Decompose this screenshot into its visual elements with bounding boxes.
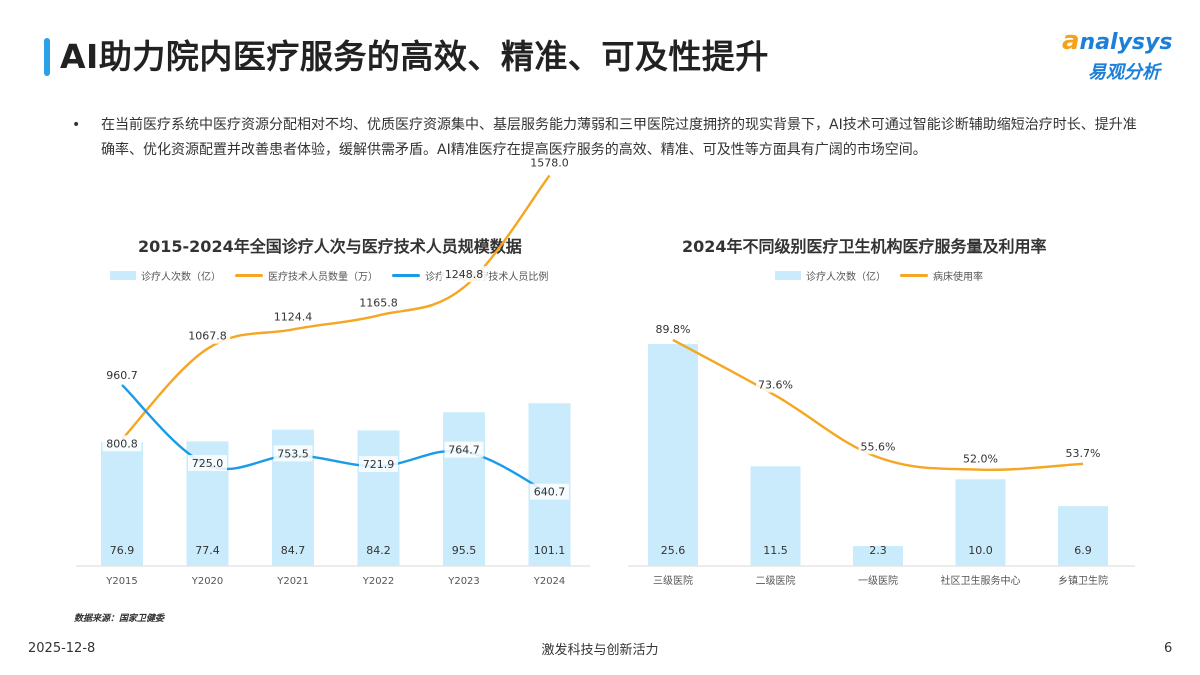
chart2-bar-label: 25.6 (661, 544, 686, 557)
logo-chinese: 易观分析 (1088, 62, 1160, 83)
chart1-staff-label: 1124.4 (274, 310, 313, 323)
chart1-x-tick-label: Y2021 (276, 576, 309, 587)
chart2-bed-rate-label-bg (961, 450, 1000, 467)
chart1-staff-label: 800.8 (106, 437, 138, 450)
legend-label: 诊疗人次数（亿） (806, 272, 886, 283)
chart1-x-tick-label: Y2022 (362, 576, 395, 587)
chart2-title: 2024年不同级别医疗卫生机构医疗服务量及利用率 (682, 237, 1047, 256)
chart2-bar-label: 6.9 (1074, 544, 1092, 557)
chart2-bed-rate-label: 89.8% (656, 323, 691, 336)
chart1-bar-label: 77.4 (195, 544, 220, 557)
chart1-x-tick-label: Y2023 (447, 576, 480, 587)
footer-date: 2025-12-8 (28, 641, 96, 656)
chart2-x-tick-label: 一级医院 (858, 574, 898, 587)
chart2-bed-rate-label-bg (858, 438, 898, 455)
chart1-ratio-label: 753.5 (277, 447, 309, 460)
chart1-bar-label: 84.7 (281, 544, 306, 557)
chart2-bar (955, 479, 1006, 566)
chart2-bar (853, 546, 903, 566)
chart1-staff-label-bg (355, 294, 402, 311)
chart1-bar (357, 430, 400, 566)
chart1-ratio-label: 725.0 (192, 457, 224, 470)
chart1-ratio-label-bg (530, 483, 569, 500)
chart2-bar (648, 344, 698, 566)
chart1-bar-label: 84.2 (366, 544, 391, 557)
chart1-ratio-label-bg (102, 367, 142, 384)
intro-paragraph: 在当前医疗系统中医疗资源分配相对不均、优质医疗资源集中、基层服务能力薄弱和三甲医… (101, 117, 1137, 158)
legend-swatch-bar (775, 271, 801, 280)
chart2-bar-label: 10.0 (968, 544, 993, 557)
title-accent-bar (44, 38, 50, 76)
chart2-bed-rate-line (672, 338, 1084, 471)
page-title: AI助力院内医疗服务的高效、精准、可及性提升 (60, 37, 769, 76)
legend-item-staff: 医疗技术人员数量（万） (235, 268, 378, 283)
chart1-staff-label-bg (526, 154, 573, 171)
legend-label: 病床使用率 (933, 272, 983, 283)
chart2-bar (750, 466, 801, 566)
chart1-staff-label-bg (441, 266, 487, 283)
chart2-bed-rate-label: 55.6% (861, 440, 896, 453)
legend-swatch-orange-line (235, 274, 263, 277)
bullet-point: • (72, 117, 81, 133)
chart1-staff-label: 1578.0 (530, 156, 569, 169)
chart1-bar-label: 95.5 (452, 544, 477, 557)
chart2-bed-rate-label: 52.0% (963, 453, 998, 466)
chart1-x-tick-label: Y2015 (105, 576, 138, 587)
chart1-x-tick-label: Y2020 (191, 576, 224, 587)
chart1-ratio-label-bg (188, 455, 227, 472)
chart2-x-tick-label: 三级医院 (653, 574, 693, 587)
legend-item-bed-rate: 病床使用率 (900, 268, 983, 283)
chart1-staff-label-bg (270, 308, 316, 325)
chart1-bar (101, 442, 143, 566)
legend-swatch-orange-line (900, 274, 928, 277)
chart1-staff-label-bg (102, 435, 142, 452)
chart1-bar-label: 101.1 (534, 544, 566, 557)
chart1-staff-line (121, 174, 551, 441)
analysys-logo: analysys 易观分析 (1062, 26, 1182, 86)
chart2-bar-label: 2.3 (869, 544, 887, 557)
chart1-title: 2015-2024年全国诊疗人次与医疗技术人员规模数据 (138, 237, 522, 256)
chart1-ratio-label-bg (359, 456, 398, 473)
chart2-x-tick-label: 二级医院 (756, 574, 796, 587)
chart2-bar (1058, 506, 1108, 566)
chart1-staff-label-bg (184, 327, 231, 344)
chart1-ratio-label: 721.9 (363, 458, 395, 471)
chart2-bed-rate-label-bg (1063, 444, 1103, 461)
legend-label: 医疗技术人员数量（万） (268, 272, 378, 283)
legend-label: 诊疗人次数（亿） (141, 272, 221, 283)
chart2-x-tick-label: 社区卫生服务中心 (941, 574, 1021, 587)
chart1-ratio-line (121, 384, 551, 495)
legend-item-visits: 诊疗人次数（亿） (775, 268, 886, 283)
legend-swatch-bar (110, 271, 136, 280)
chart2-bed-rate-label: 73.6% (758, 379, 793, 392)
chart2-bar-label: 11.5 (763, 544, 788, 557)
chart1-staff-label: 1165.8 (359, 296, 398, 309)
chart1-ratio-label: 640.7 (534, 486, 566, 499)
chart1-ratio-label: 960.7 (106, 369, 138, 382)
chart1-ratio-label-bg (273, 445, 313, 462)
chart2-bed-rate-label-bg (756, 376, 795, 393)
logo-wordmark: analysys (1062, 26, 1173, 56)
chart2-x-tick-label: 乡镇卫生院 (1058, 574, 1108, 587)
chart1-ratio-label: 764.7 (448, 444, 480, 457)
chart1-bar (443, 412, 485, 566)
data-source-note: 数据来源：国家卫健委 (74, 614, 165, 624)
page-number: 6 (1164, 641, 1173, 656)
chart2-bed-rate-label-bg (653, 320, 693, 337)
chart2-bed-rate-label: 53.7% (1066, 447, 1101, 460)
footer-slogan: 激发科技与创新活力 (541, 643, 659, 658)
chart2-legend: 诊疗人次数（亿） 病床使用率 (775, 268, 997, 283)
chart1-bar-label: 76.9 (110, 544, 135, 557)
chart1-x-tick-label: Y2024 (533, 576, 566, 587)
chart1-staff-label: 1067.8 (188, 330, 227, 343)
legend-item-visits: 诊疗人次数（亿） (110, 268, 221, 283)
legend-swatch-blue-line (392, 274, 420, 277)
chart1-ratio-label-bg (444, 441, 484, 458)
chart1-staff-label: 1248.8 (445, 268, 484, 281)
